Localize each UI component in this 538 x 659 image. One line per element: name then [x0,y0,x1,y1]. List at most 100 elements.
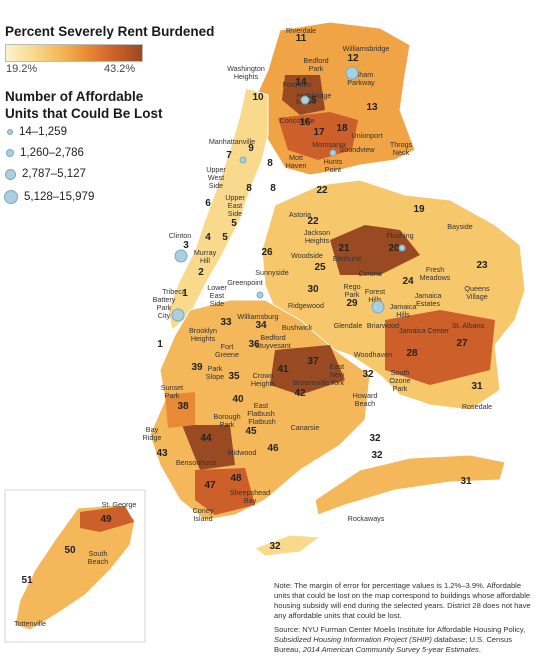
district-41-37-fill [270,345,345,395]
place-label: Heights [191,334,216,343]
place-label: Concourse [280,116,315,125]
place-label: Side [209,181,223,190]
place-label: Jamaica Center [399,326,450,335]
place-label: Hills [396,310,410,319]
district-label-12: 12 [347,53,359,64]
place-label: Haven [286,161,307,170]
size-class-4: 5,128–15,979 [4,190,94,204]
place-label: South [391,368,410,377]
district-label-44: 44 [200,433,212,444]
place-label: Park [220,420,235,429]
district-49-fill [80,506,134,532]
place-label: New [330,370,345,379]
place-label: Park [345,290,360,299]
place-label: Elmhurst [333,254,361,263]
place-labels: RiverdaleWilliamsbridgeBedfordParkPelham… [14,26,492,628]
district-label-27: 27 [456,338,468,349]
place-label: Beach [355,399,375,408]
district-label-32: 32 [269,541,281,552]
place-label: Park [157,303,172,312]
district-label-29: 29 [346,298,358,309]
units-circle [345,66,359,80]
place-label: Woodhaven [354,350,392,359]
place-label: East [228,201,242,210]
district-label-31: 31 [471,381,483,392]
place-label: Fort [221,342,234,351]
place-label: Fresh [426,265,444,274]
place-label: Rosedale [462,402,492,411]
size-class-label: 2,787–5,127 [22,168,86,180]
size-class-label: 14–1,259 [19,126,67,138]
district-label-1: 1 [182,288,188,299]
place-label: Pelham [349,70,373,79]
place-label: Howard [353,391,378,400]
place-label: Woodside [291,251,323,260]
district-label-4: 4 [205,232,211,243]
district-label-32: 32 [362,369,374,380]
units-circle [329,149,337,157]
district-label-38: 38 [177,401,189,412]
place-label: Queens [464,284,490,293]
district-label-22: 22 [307,216,319,227]
place-label: City [158,311,171,320]
district-label-8: 8 [246,183,252,194]
units-circle [371,300,385,314]
place-label: Crown [253,371,274,380]
place-label: Bensonhurst [176,458,216,467]
place-label: Greene [215,350,239,359]
place-label: Mott [289,153,303,162]
units-circle [171,308,185,322]
color-ramp-max: 43.2% [104,63,136,75]
place-label: Washington [227,64,265,73]
district-label-18: 18 [336,123,348,134]
boroughs-landmass [4,21,526,643]
place-label: St. Albans [452,321,485,330]
district-label-23: 23 [476,260,488,271]
place-label: Park [309,64,324,73]
place-label: Heights [305,236,330,245]
place-label: Clinton [169,231,191,240]
district-38-fill [165,392,195,428]
district-label-2: 2 [198,267,204,278]
district-label-41: 41 [277,364,289,375]
units-circle [398,244,406,252]
place-label: Murray [194,248,217,257]
affordable-units-circles [171,66,406,322]
district-label-20: 20 [388,243,400,254]
district-16-18-fill [278,112,358,160]
map-notes: Note: The margin of error for percentage… [274,581,532,659]
place-label: Sheepshead [230,488,270,497]
place-label: Canarsie [291,423,320,432]
district-label-35: 35 [228,371,240,382]
place-label: Williamsbridge [343,44,390,53]
place-label: Meadows [420,273,451,282]
district-label-13: 13 [366,102,378,113]
place-label: Jamaica [415,291,442,300]
place-label: Island [193,514,212,523]
size-dot-large-icon [5,168,16,180]
district-label-11: 11 [296,33,307,44]
manhattan-area [167,87,269,331]
place-label: Midwood [228,448,257,457]
district-label-34: 34 [255,320,267,331]
units-circle [256,291,264,299]
size-dot-xlarge-icon [4,190,18,204]
district-label-6: 6 [205,198,211,209]
place-label: Ridgewood [288,301,324,310]
district-label-25: 25 [314,262,326,273]
place-label: Flushing [386,231,413,240]
district-24-27-28-fill [385,310,495,385]
place-label: Slope [206,372,224,381]
place-label: Park [393,384,408,393]
place-label: Flatbush [248,417,276,426]
place-label: Battery [153,295,176,304]
place-label: Riverdale [286,26,316,35]
place-label: Unionport [351,131,382,140]
rockaways-area [314,454,506,516]
district-label-19: 19 [413,204,425,215]
place-label: Bay [244,496,257,505]
place-label: East [210,291,224,300]
place-label: Sunnyside [255,268,289,277]
place-label: Brooklyn [189,326,217,335]
